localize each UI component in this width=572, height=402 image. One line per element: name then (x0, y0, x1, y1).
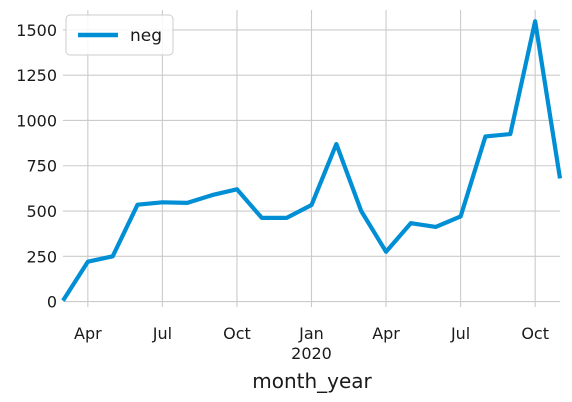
x-tick-label: Apr (372, 324, 400, 343)
legend-label-neg: neg (130, 26, 162, 46)
y-tick-label: 0 (47, 293, 57, 312)
x-tick-label: Jul (152, 324, 172, 343)
x-tick-sublabel: 2020 (291, 344, 332, 363)
y-tick-label: 1250 (16, 66, 57, 85)
y-tick-label: 1000 (16, 111, 57, 130)
series-line-neg (61, 19, 563, 302)
x-tick-label: Jan (298, 324, 324, 343)
grid (63, 10, 560, 307)
series (61, 19, 563, 302)
x-tick-label: Oct (223, 324, 251, 343)
x-tick-label: Apr (74, 324, 102, 343)
y-tick-label: 250 (26, 247, 57, 266)
y-axis-ticks: 0 250 500 750 1000 1250 1500 (16, 21, 57, 312)
legend: neg (65, 14, 174, 56)
x-tick-label: Oct (521, 324, 549, 343)
x-tick-label: Jul (450, 324, 470, 343)
y-tick-label: 1500 (16, 21, 57, 40)
y-tick-label: 750 (26, 157, 57, 176)
legend-box (65, 14, 174, 56)
x-axis-label: month_year (252, 369, 372, 393)
y-tick-label: 500 (26, 202, 57, 221)
